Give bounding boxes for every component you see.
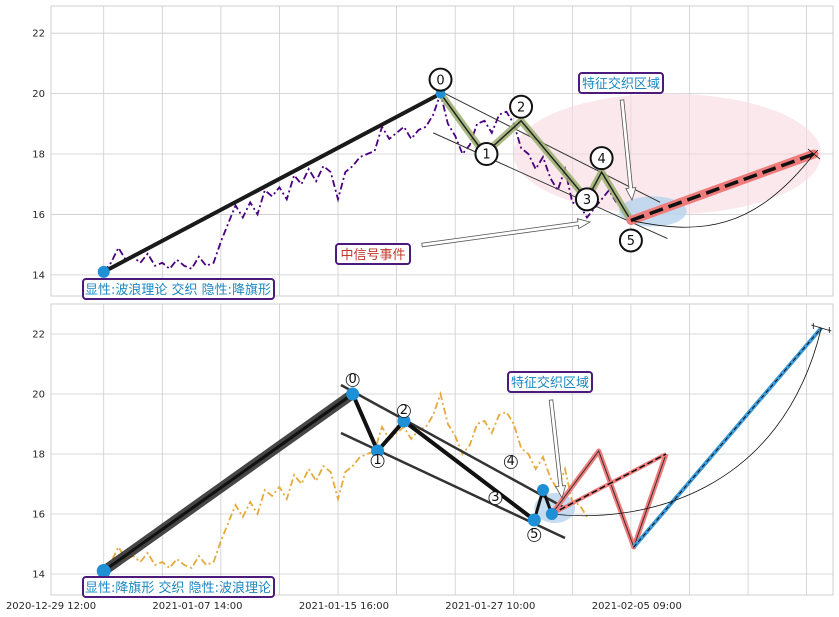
bottom-bottom-label-text: 显性:降旗形 交织 隐性:波浪理论 (85, 580, 271, 596)
top-signal-arrow (421, 218, 592, 248)
top-wave-5-label: 5 (627, 234, 635, 249)
top-wave-line (439, 93, 632, 221)
bottom-wave-1-circle (370, 454, 385, 468)
bottom-feature-arrow (548, 399, 567, 500)
bottom-bottom-label: 显性:降旗形 交织 隐性:波浪理论 (82, 576, 275, 598)
top-feature-text: 特征交织区域 (582, 76, 660, 92)
bottom-price-series (103, 390, 588, 572)
top-price-series (103, 90, 618, 273)
bottom-wave-point-0 (346, 387, 360, 401)
bottom-xtick-label: 2021-01-07 14:00 (152, 601, 242, 612)
bottom-start-point (96, 564, 111, 578)
top-ytick-label: 18 (32, 150, 45, 161)
bottom-trend-line (102, 392, 354, 573)
top-wave-2-label: 2 (517, 100, 525, 115)
bottom-ytick-label: 18 (32, 450, 45, 461)
bottom-xtick-label: 2020-12-29 12:00 (6, 601, 96, 612)
top-ytick-label: 16 (32, 210, 45, 221)
top-wave-0-circle (428, 67, 453, 92)
bottom-wave-2-label: 2 (400, 403, 408, 418)
top-trend-line (102, 91, 442, 274)
top-feature-arrow (619, 99, 637, 202)
top-wave-5-circle (618, 228, 643, 253)
top-ytick-label: 14 (32, 270, 45, 281)
bottom-wave-point-2 (397, 414, 411, 428)
top-bottom-label-text: 显性:波浪理论 交织 隐性:降旗形 (85, 282, 271, 298)
bottom-forecast-line (551, 453, 667, 515)
bottom-wave-1-label: 1 (373, 453, 381, 468)
top-ytick-label: 20 (32, 89, 45, 100)
top-wave-1-circle (474, 142, 499, 167)
bottom-wave-5-circle (527, 528, 542, 542)
bottom-target-marker (811, 323, 832, 333)
bottom-forecast-blue-line (633, 327, 822, 548)
top-panel: 14 16 18 20 22 0 1 2 3 4 5 (32, 5, 834, 297)
bottom-ytick-label: 14 (32, 570, 45, 581)
bottom-wave-3-circle (488, 491, 503, 505)
bottom-ytick-label: 20 (32, 390, 45, 401)
top-target-marker (807, 148, 821, 160)
bottom-xtick-label: 2021-01-15 16:00 (299, 601, 389, 612)
bottom-wave-4-circle (503, 455, 518, 469)
bottom-wave-2-circle (397, 404, 411, 418)
top-wave-4-circle (589, 146, 614, 171)
bottom-feature-annotation: 特征交织区域 (507, 371, 593, 393)
bottom-wave-0-label: 0 (349, 372, 357, 387)
top-feature-annotation: 特征交织区域 (578, 72, 664, 94)
top-pattern-ellipse (513, 93, 822, 215)
bottom-inner-point-0 (537, 484, 550, 496)
bottom-ytick-label: 22 (32, 330, 45, 341)
top-ytick-label: 22 (32, 29, 45, 40)
top-signal-annotation: 中信号事件 (335, 243, 411, 265)
bottom-ytick-label: 16 (32, 510, 45, 521)
top-signal-text: 中信号事件 (340, 248, 405, 263)
top-forecast-line (630, 152, 815, 223)
bottom-target-curve (551, 327, 822, 517)
bottom-inner-point-1 (545, 508, 558, 520)
bottom-forecast-zigzag-line (551, 449, 667, 549)
top-wave-2-circle (509, 94, 534, 119)
top-channel-upper (432, 87, 661, 203)
bottom-wave-point-5 (527, 513, 541, 527)
top-wave-3-label: 3 (583, 193, 591, 208)
top-start-point (97, 265, 110, 278)
top-target-curve (630, 153, 815, 228)
bottom-feature-text: 特征交织区域 (511, 375, 589, 391)
bottom-xtick-label: 2021-02-05 09:00 (592, 601, 682, 612)
bottom-wave-point-1 (371, 444, 385, 458)
top-wave-0-label: 0 (436, 73, 444, 88)
bottom-wave-5-label: 5 (530, 527, 538, 542)
bottom-wave-3-label: 3 (491, 490, 499, 505)
bottom-xtick-label: 2021-01-27 10:00 (445, 601, 535, 612)
top-wave-1-label: 1 (482, 148, 490, 163)
top-bottom-label: 显性:波浪理论 交织 隐性:降旗形 (82, 278, 275, 300)
top-wave-4-label: 4 (597, 152, 605, 167)
top-wave-3-circle (574, 187, 599, 212)
bottom-channel-upper (340, 383, 566, 510)
bottom-wave-4-label: 4 (507, 454, 515, 469)
bottom-zigzag (350, 393, 536, 522)
bottom-wave-0-circle (345, 373, 360, 387)
